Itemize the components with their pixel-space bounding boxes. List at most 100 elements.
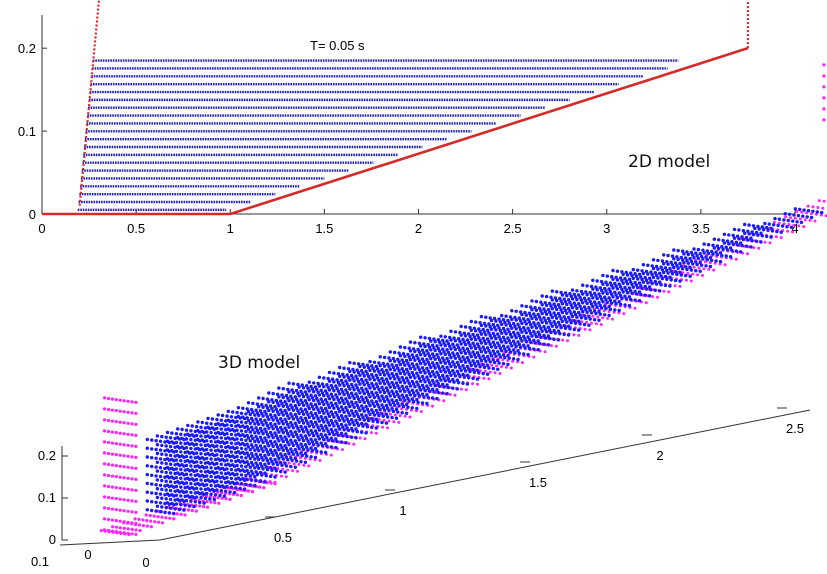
point-3d	[184, 463, 189, 468]
point-3d	[513, 324, 517, 328]
point-3d	[524, 339, 528, 344]
point-3d	[309, 455, 313, 459]
point-3d	[173, 454, 177, 458]
point-3d	[471, 350, 475, 354]
point-3d	[633, 298, 637, 302]
point-3d	[319, 441, 323, 445]
point-3d	[361, 424, 365, 428]
point-3d	[398, 362, 403, 367]
point-3d	[205, 421, 209, 425]
point-3d	[411, 347, 416, 351]
point-3d	[427, 363, 432, 367]
point-3d	[286, 396, 290, 400]
point-3d	[170, 484, 174, 488]
point-3d	[479, 314, 484, 319]
point-3d	[430, 396, 435, 400]
point-3d	[552, 302, 556, 306]
point-3d	[797, 224, 801, 228]
point-3d	[284, 455, 289, 459]
point-3d	[307, 442, 311, 446]
point-3d	[174, 449, 179, 453]
point-3d	[753, 226, 757, 231]
point-3d	[307, 398, 311, 402]
point-3d	[539, 300, 543, 304]
point-3d	[506, 353, 510, 358]
point-3d	[485, 346, 490, 350]
point-3d	[568, 291, 572, 296]
point-3d	[676, 248, 680, 253]
point-3d	[482, 330, 487, 334]
point-3d	[786, 218, 790, 223]
point-3d	[190, 459, 194, 463]
point-3d	[575, 297, 579, 302]
point-3d	[461, 346, 465, 350]
point-3d	[326, 412, 330, 416]
point-3d	[305, 445, 309, 449]
point-3d	[673, 270, 678, 274]
point-3d	[341, 390, 345, 394]
point-3d	[429, 339, 433, 343]
point-3d	[158, 457, 163, 461]
point-3d	[154, 483, 158, 487]
point-3d	[305, 419, 309, 423]
point-3d	[563, 326, 568, 330]
point-3d	[134, 521, 138, 526]
point-3d	[503, 347, 507, 351]
point-3d	[341, 425, 345, 429]
point-3d	[209, 483, 213, 488]
point-3d	[427, 336, 432, 341]
point-3d	[268, 439, 273, 443]
point-3d	[114, 431, 118, 435]
point-3d	[134, 477, 138, 481]
point-3d	[213, 493, 218, 497]
point-3d	[215, 453, 219, 457]
point-3d	[569, 303, 573, 307]
point-3d	[388, 403, 392, 407]
point-3d	[249, 434, 254, 438]
point-3d	[315, 449, 319, 453]
point-3d	[322, 411, 326, 415]
point-3d	[822, 74, 826, 78]
point-3d	[634, 283, 639, 287]
point-3d	[420, 383, 425, 387]
point-3d	[423, 380, 427, 384]
point-3d	[682, 252, 686, 256]
point-3d	[636, 277, 640, 281]
point-3d	[782, 218, 786, 222]
point-3d	[354, 436, 358, 440]
point-3d	[251, 445, 255, 450]
point-3d	[325, 435, 329, 440]
point-3d	[523, 337, 527, 341]
point-3d	[209, 457, 213, 461]
point-3d	[281, 439, 285, 444]
point-3d	[183, 494, 187, 499]
point-3d	[475, 342, 480, 346]
point-3d	[433, 375, 437, 379]
point-3d	[194, 442, 199, 446]
point-3d	[367, 383, 371, 388]
point-3d	[370, 416, 374, 421]
point-3d	[375, 376, 380, 380]
point-3d	[532, 347, 536, 351]
point-3d	[360, 377, 364, 382]
point-3d	[496, 341, 500, 345]
point-3d	[724, 254, 728, 258]
point-3d	[446, 350, 451, 355]
point-3d	[595, 296, 599, 301]
point-3d	[130, 433, 134, 437]
point-3d	[610, 283, 614, 288]
point-3d	[511, 330, 516, 335]
point-3d	[526, 317, 530, 322]
point-3d	[106, 462, 111, 467]
point-3d	[126, 509, 130, 513]
point-3d	[475, 351, 480, 355]
point-3d	[666, 253, 670, 258]
point-3d	[800, 210, 804, 214]
point-3d	[231, 427, 235, 432]
point-3d	[236, 423, 241, 427]
point-3d	[437, 384, 442, 388]
point-3d	[176, 462, 180, 466]
point-3d	[348, 422, 352, 426]
point-3d	[184, 437, 189, 441]
point-3d	[309, 411, 313, 415]
